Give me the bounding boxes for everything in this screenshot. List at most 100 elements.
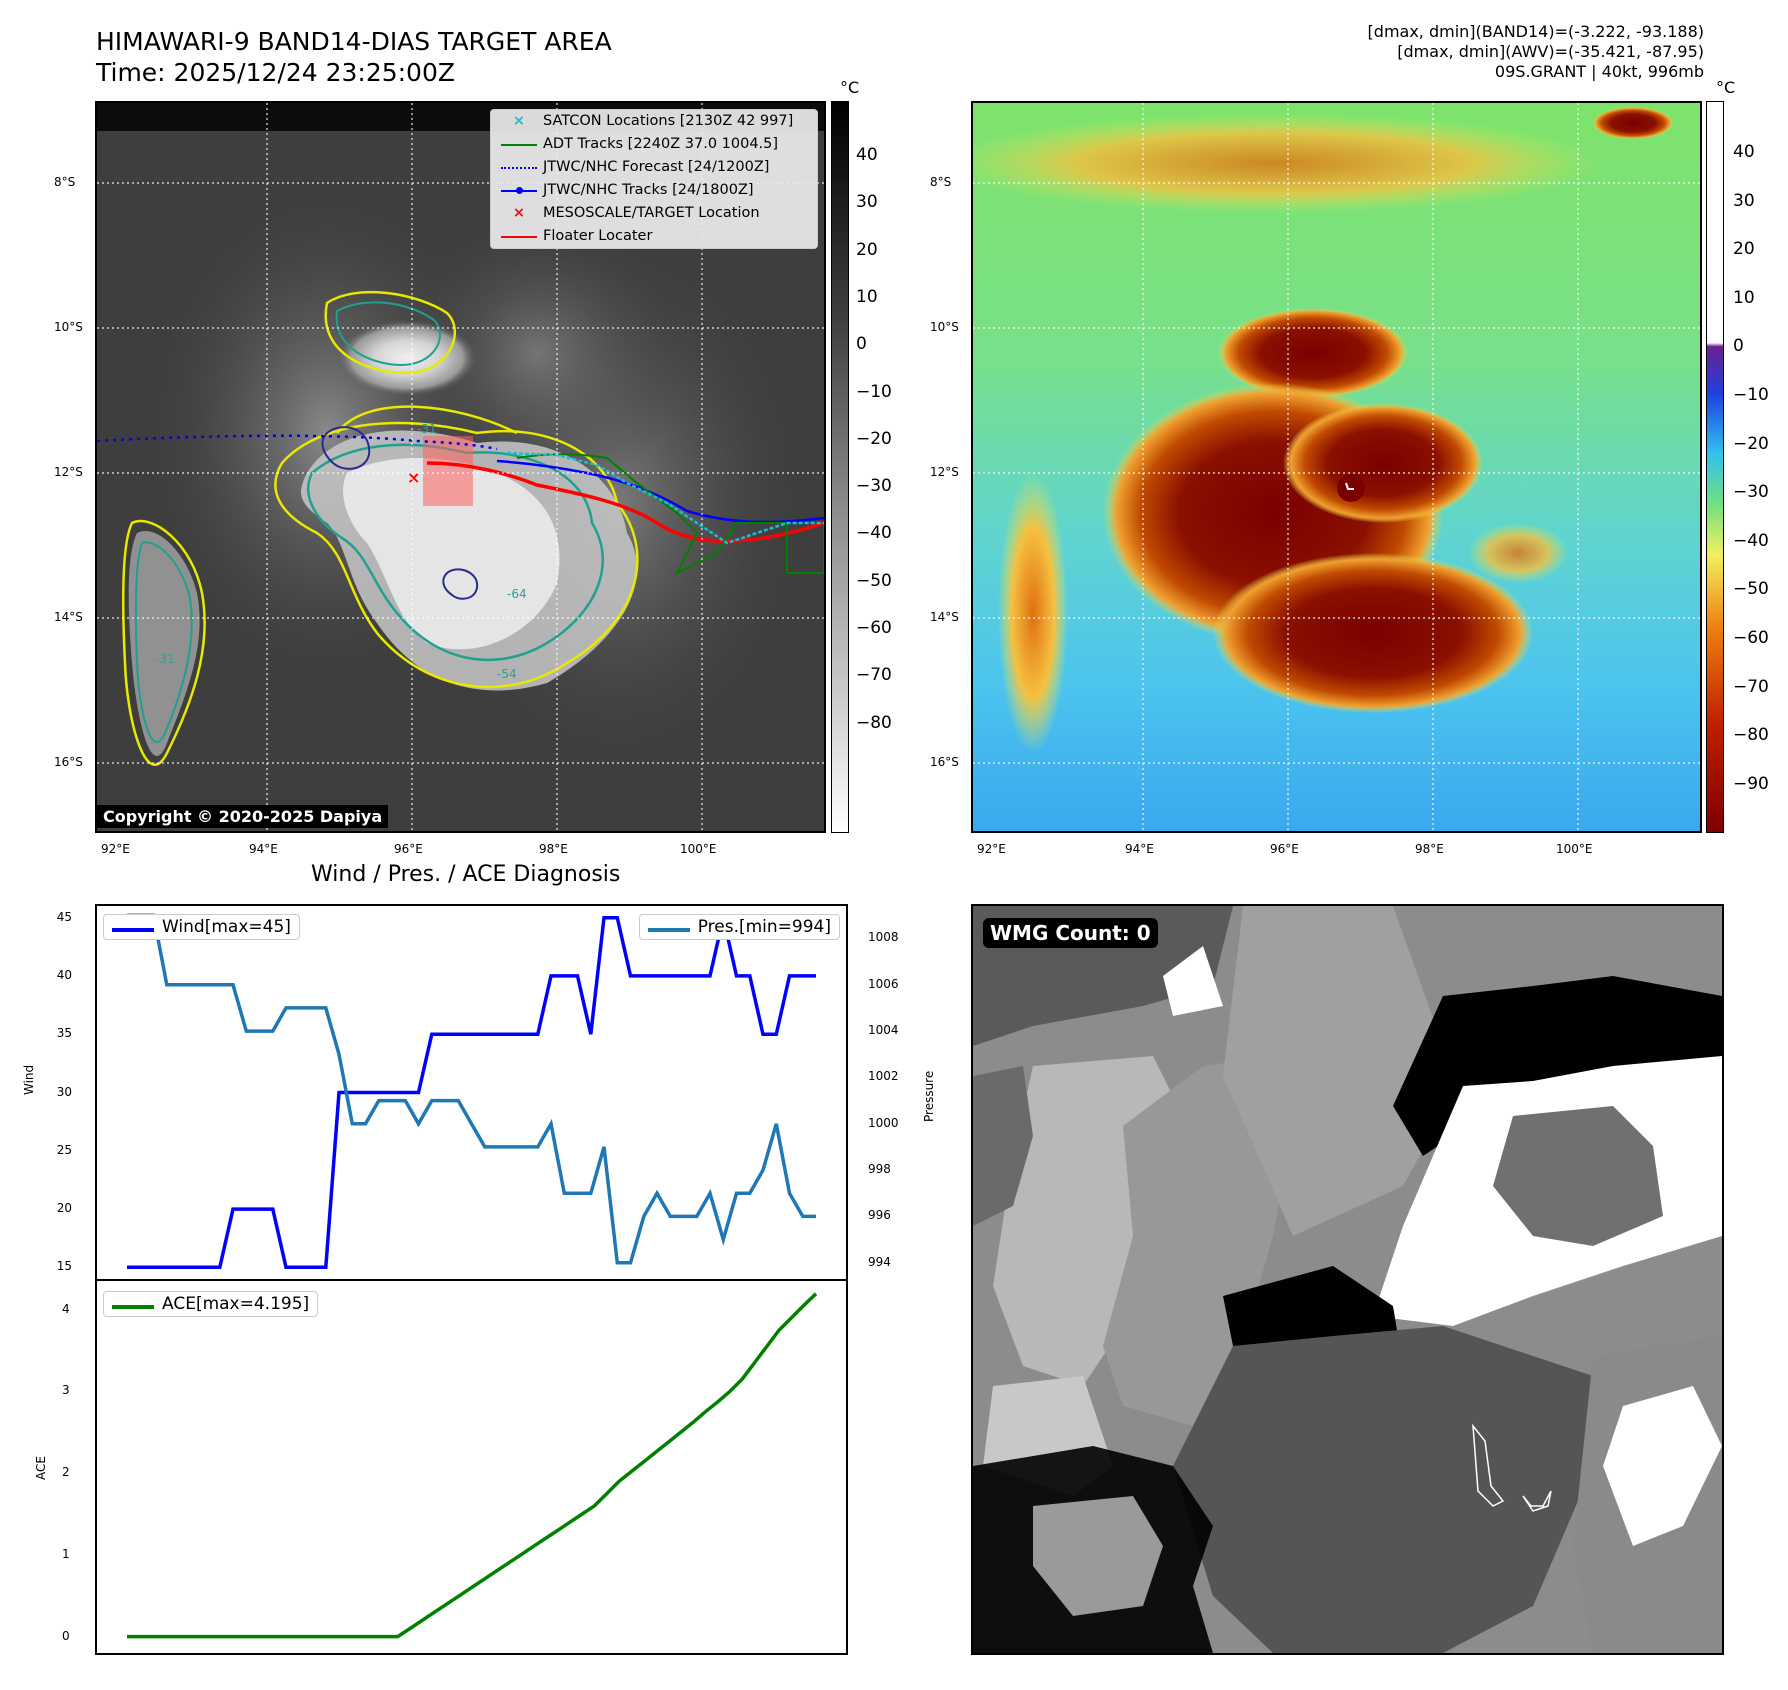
color-colorbar-tick: −30	[1733, 482, 1769, 503]
wind-tick-label: 30	[56, 1084, 72, 1099]
satcon-track	[506, 451, 824, 545]
legend-target: × MESOSCALE/TARGET Location	[491, 202, 817, 225]
stats-info: [dmax, dmin](BAND14)=(-3.222, -93.188) […	[1368, 22, 1704, 82]
jtwc-forecast-track	[97, 434, 498, 451]
contour-label-4: -31	[155, 652, 175, 666]
pressure-tick-label: 994	[868, 1254, 891, 1269]
target-symbol: ×	[512, 205, 526, 221]
wmg-count-badge: WMG Count: 0	[983, 918, 1158, 948]
color-colorbar-tick: −60	[1733, 628, 1769, 648]
legend-jtwc-forecast-label: JTWC/NHC Forecast [24/1200Z]	[543, 159, 770, 175]
color-colorbar-tick: 0	[1733, 336, 1744, 357]
ace-tick-label: 2	[62, 1465, 70, 1480]
grayscale-colorbar-tick: −40	[856, 523, 892, 544]
diagnosis-title: Wind / Pres. / ACE Diagnosis	[311, 862, 621, 887]
color-lon-label-100e: 100°E	[1556, 842, 1593, 856]
pressure-tick-label: 1002	[868, 1069, 899, 1084]
grayscale-colorbar-tick: 40	[856, 145, 878, 165]
wind-legend: Wind[max=45]	[103, 914, 300, 940]
color-colorbar-tick: −90	[1733, 773, 1769, 794]
grayscale-colorbar-tick: −70	[856, 665, 892, 686]
info-line-2: [dmax, dmin](AWV)=(-35.421, -87.95)	[1397, 42, 1704, 61]
color-colorbar-tick: −20	[1733, 433, 1769, 454]
floater-track	[426, 461, 824, 543]
jtwc-tracks-symbol	[499, 179, 539, 202]
wmg-pixel-map: WMG Count: 0	[971, 904, 1724, 1655]
legend-satcon: × SATCON Locations [2130Z 42 997]	[491, 110, 817, 133]
pressure-tick-label: 998	[868, 1162, 891, 1177]
contour-label-1: -31	[417, 422, 437, 436]
legend-floater-label: Floater Locater	[543, 228, 653, 244]
wind-tick-label: 40	[56, 967, 72, 982]
color-lon-label-92e: 92°E	[977, 842, 1006, 856]
grayscale-colorbar-tick: 10	[856, 286, 878, 307]
color-colorbar-tick: 30	[1733, 190, 1755, 211]
lon-label-94e: 94°E	[249, 842, 278, 856]
pressure-tick-label: 1008	[868, 930, 899, 945]
wind-tick-label: 35	[56, 1026, 72, 1041]
ace-legend: ACE[max=4.195]	[103, 1291, 319, 1317]
ace-chart: ACE[max=4.195]	[95, 1279, 848, 1655]
legend-target-label: MESOSCALE/TARGET Location	[543, 205, 760, 221]
pressure-line	[127, 913, 816, 1265]
color-map-svg	[973, 103, 1700, 831]
grayscale-colorbar-tick: 0	[856, 334, 867, 355]
color-colorbar-tick: −70	[1733, 676, 1769, 697]
grayscale-colorbar-tick: −50	[856, 570, 892, 591]
wind-line	[127, 915, 816, 1270]
map-legend: × SATCON Locations [2130Z 42 997] ADT Tr…	[490, 109, 818, 249]
color-grid-lines	[973, 103, 1700, 831]
grayscale-colorbar	[831, 101, 849, 833]
grayscale-colorbar-tick: 20	[856, 239, 878, 260]
lat-label-16s: 16°S	[54, 755, 83, 769]
target-box	[423, 436, 473, 506]
wind-tick-label: 45	[56, 909, 72, 924]
color-lat-label-10s: 10°S	[930, 320, 959, 334]
adt-symbol	[499, 133, 539, 156]
legend-floater: Floater Locater	[491, 225, 817, 248]
info-line-1: [dmax, dmin](BAND14)=(-3.222, -93.188)	[1367, 22, 1704, 41]
adt-track	[516, 453, 824, 576]
grayscale-ir-map: × -31 -54 -64 -31 × SATCON Locations [21…	[95, 101, 826, 833]
info-line-3: 09S.GRANT | 40kt, 996mb	[1494, 62, 1704, 81]
wind-legend-label: Wind[max=45]	[162, 917, 291, 937]
color-lat-label-8s: 8°S	[930, 175, 952, 189]
ace-tick-label: 0	[62, 1628, 70, 1643]
color-lon-label-94e: 94°E	[1125, 842, 1154, 856]
wmg-svg	[973, 906, 1722, 1653]
wind-tick-label: 15	[56, 1259, 72, 1274]
wind-tick-label: 25	[56, 1142, 72, 1157]
color-lat-label-16s: 16°S	[930, 755, 959, 769]
ace-axis-label: ACE	[34, 1456, 48, 1480]
pressure-tick-label: 1000	[868, 1115, 899, 1130]
grayscale-colorbar-tick: 30	[856, 192, 878, 213]
color-enhanced-ir-map	[971, 101, 1702, 833]
lat-label-8s: 8°S	[54, 175, 76, 189]
pressure-tick-label: 1004	[868, 1023, 899, 1038]
color-colorbar-tick: 10	[1733, 287, 1755, 308]
color-lon-label-98e: 98°E	[1415, 842, 1444, 856]
wind-axis-label: Wind	[22, 1064, 36, 1095]
ace-legend-label: ACE[max=4.195]	[162, 1294, 310, 1314]
grayscale-colorbar-unit: °C	[840, 78, 860, 97]
color-lat-label-12s: 12°S	[930, 465, 959, 479]
wind-pressure-chart: Wind[max=45] Pres.[min=994]	[95, 904, 848, 1281]
pressure-legend-swatch	[647, 928, 690, 932]
legend-jtwc-forecast: JTWC/NHC Forecast [24/1200Z]	[491, 156, 817, 179]
main-title: HIMAWARI-9 BAND14-DIAS TARGET AREA Time:…	[96, 26, 612, 88]
lat-label-10s: 10°S	[54, 320, 83, 334]
wind-tick-label: 20	[56, 1201, 72, 1216]
color-colorbar-tick: −10	[1733, 385, 1769, 405]
pressure-tick-label: 1006	[868, 976, 899, 991]
ace-legend-swatch	[112, 1305, 154, 1309]
copyright-badge: Copyright © 2020-2025 Dapiya	[97, 805, 389, 828]
ace-tick-label: 1	[62, 1546, 70, 1561]
legend-jtwc-tracks-label: JTWC/NHC Tracks [24/1800Z]	[543, 182, 754, 198]
satcon-symbol: ×	[512, 113, 526, 129]
pressure-tick-label: 996	[868, 1208, 891, 1223]
ace-tick-label: 4	[62, 1301, 70, 1316]
color-colorbar-tick: −40	[1733, 530, 1769, 551]
floater-symbol	[499, 225, 539, 248]
color-lat-label-14s: 14°S	[930, 610, 959, 624]
legend-adt-label: ADT Tracks [2240Z 37.0 1004.5]	[543, 136, 779, 152]
